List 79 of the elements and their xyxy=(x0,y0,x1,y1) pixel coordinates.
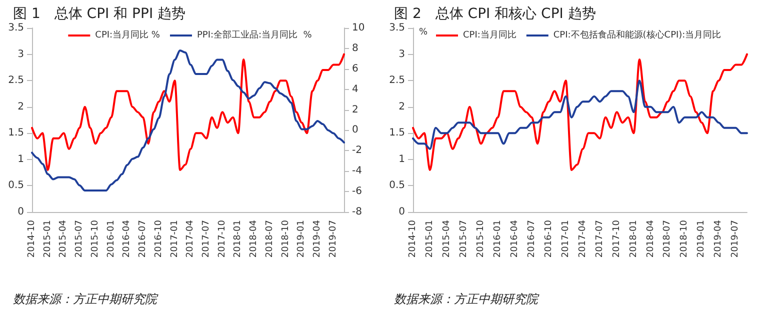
y2-tick-label: 6 xyxy=(352,63,358,74)
x-tick-label: 2014-10 xyxy=(27,220,37,258)
x-tick-label: 2019-04 xyxy=(714,220,724,258)
x-tick-label: 2016-01 xyxy=(106,220,116,258)
legend-label: CPI:不包括食品和能源(核心CPI):当月同比 xyxy=(553,30,722,40)
x-tick-label: 2016-04 xyxy=(122,220,132,258)
y-tick-label: 1 xyxy=(18,154,24,165)
y2-tick-label: 2 xyxy=(352,104,358,116)
y-tick-label: 2 xyxy=(398,101,405,112)
x-tick-label: 2016-10 xyxy=(154,220,164,258)
y-tick-label: 3.5 xyxy=(8,22,24,34)
x-tick-label: 2015-07 xyxy=(458,220,469,258)
x-tick-label: 2016-01 xyxy=(492,220,503,258)
y2-tick-label: -8 xyxy=(352,206,362,218)
y2-tick-label: 10 xyxy=(352,22,365,34)
y-tick-label: 0 xyxy=(398,206,405,218)
x-tick-label: 2015-01 xyxy=(424,220,435,258)
x-tick-label: 2018-07 xyxy=(662,220,673,258)
y2-tick-label: -6 xyxy=(352,186,362,198)
x-tick-label: 2017-04 xyxy=(578,220,588,258)
y2-tick-label: 0 xyxy=(352,124,358,136)
x-tick-label: 2017-07 xyxy=(202,220,212,258)
x-tick-label: 2019-07 xyxy=(730,220,741,258)
y-tick-label: 1 xyxy=(398,154,405,165)
x-tick-label: 2019-07 xyxy=(328,220,338,258)
x-tick-label: 2015-04 xyxy=(58,220,69,258)
y-tick-label: 3 xyxy=(18,48,24,60)
y-tick-label: 2.5 xyxy=(8,75,24,86)
x-tick-label: 2017-01 xyxy=(170,220,180,258)
x-tick-label: 2019-04 xyxy=(312,220,323,258)
x-tick-label: 2018-01 xyxy=(628,220,639,258)
y-tick-label: 1.5 xyxy=(389,128,405,139)
chart-title: 图 1 总体 CPI 和 PPI 趋势 xyxy=(13,6,186,22)
x-tick-label: 2016-04 xyxy=(510,220,520,258)
x-tick-label: 2017-04 xyxy=(186,220,196,258)
y-axis-title: % xyxy=(419,28,428,38)
y-tick-label: 0.5 xyxy=(389,180,405,192)
y2-tick-label: 8 xyxy=(352,42,358,54)
legend-label: CPI:当月同比 xyxy=(463,30,516,40)
x-tick-label: 2015-10 xyxy=(90,220,100,258)
y-tick-label: 2 xyxy=(18,101,24,112)
x-tick-label: 2017-10 xyxy=(217,220,228,258)
legend-label: CPI:当月同比 % xyxy=(95,30,160,40)
x-tick-label: 2017-07 xyxy=(594,220,605,258)
y-tick-label: 3.5 xyxy=(389,22,405,34)
x-tick-label: 2019-01 xyxy=(296,220,307,258)
x-tick-label: 2015-07 xyxy=(74,220,85,258)
line-series xyxy=(412,53,748,171)
line-series xyxy=(412,80,748,150)
x-tick-label: 2015-04 xyxy=(442,220,452,258)
y2-tick-label: -4 xyxy=(352,166,362,177)
source-note: 数据来源：方正中期研究院 xyxy=(394,292,540,306)
x-tick-label: 2016-07 xyxy=(526,220,537,258)
x-tick-label: 2014-10 xyxy=(408,220,418,258)
x-tick-label: 2018-10 xyxy=(280,220,291,258)
source-note: 数据来源：方正中期研究院 xyxy=(13,292,159,306)
y-tick-label: 2.5 xyxy=(389,75,405,86)
x-tick-label: 2017-01 xyxy=(560,220,571,258)
y-tick-label: 1.5 xyxy=(8,128,24,139)
x-tick-label: 2018-04 xyxy=(646,220,656,258)
y2-tick-label: -2 xyxy=(352,145,362,156)
x-tick-label: 2016-10 xyxy=(544,220,554,258)
x-tick-label: 2018-04 xyxy=(249,220,260,258)
x-tick-label: 2018-07 xyxy=(264,220,275,258)
y2-tick-label: 4 xyxy=(352,84,358,95)
y-tick-label: 3 xyxy=(398,48,405,60)
x-tick-label: 2018-10 xyxy=(680,220,690,258)
y-tick-label: 0.5 xyxy=(8,180,24,192)
line-series xyxy=(31,49,345,192)
chart-title: 图 2 总体 CPI 和核心 CPI 趋势 xyxy=(394,6,596,22)
y-tick-label: 0 xyxy=(18,206,24,218)
x-tick-label: 2015-10 xyxy=(476,220,486,258)
x-tick-label: 2019-01 xyxy=(696,220,707,258)
x-tick-label: 2017-10 xyxy=(612,220,622,258)
legend-label: PPI:全部工业品:当月同比 % xyxy=(196,30,312,40)
x-tick-label: 2015-01 xyxy=(42,220,53,258)
line-series xyxy=(31,53,345,171)
x-tick-label: 2018-01 xyxy=(233,220,244,258)
x-tick-label: 2016-07 xyxy=(138,220,148,258)
